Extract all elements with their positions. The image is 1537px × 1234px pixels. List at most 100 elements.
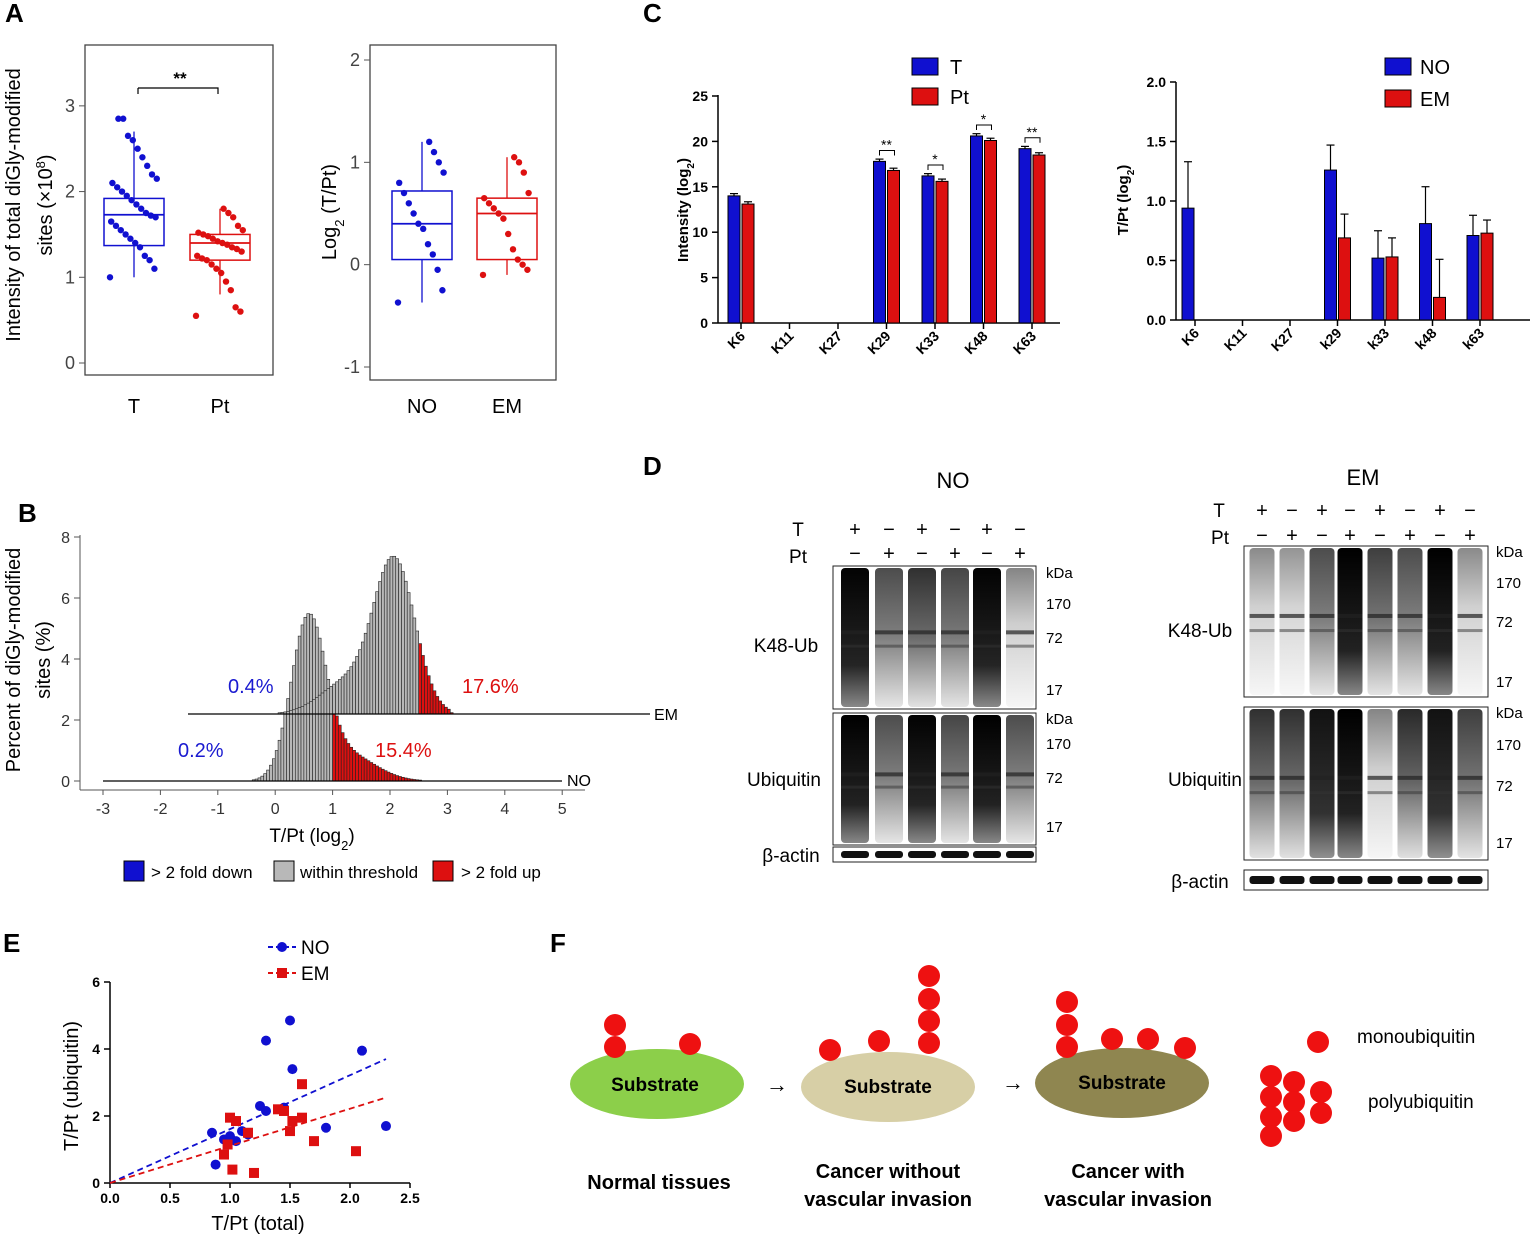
x-tick-label: 4 — [500, 801, 509, 818]
data-point — [439, 287, 446, 294]
y-axis-label: T/Pt (log2) — [1115, 165, 1137, 236]
panel-letter-e: E — [3, 928, 20, 958]
scatter-point-no — [321, 1122, 331, 1133]
band — [1006, 785, 1034, 789]
scatter-point-em — [297, 1079, 307, 1090]
histogram-bar-em — [292, 709, 296, 715]
y-tick-label: 0 — [700, 315, 708, 331]
ubiquitin-dot — [604, 1014, 626, 1036]
x-tick-label: 1 — [328, 801, 337, 818]
histogram-bar-no — [352, 750, 356, 782]
data-point — [128, 196, 135, 204]
histogram-bar-no — [366, 760, 371, 782]
ubiquitin-lane — [875, 715, 903, 843]
histogram-bar-no — [274, 750, 279, 782]
histogram-bar-em — [381, 572, 385, 715]
y-tick-label: 1.5 — [1147, 134, 1167, 150]
y-tick-label: 2 — [350, 50, 360, 70]
panel-a-right-chart: -1 0 1 2 NO EM Log2 (T/Pt) — [319, 44, 557, 418]
ubiquitin-dot — [1260, 1106, 1282, 1128]
em-down-percent: 0.4% — [228, 676, 274, 698]
panel-d-no-blots: NO T Pt +−−++−−++−−+ K48-Ub Ubiquitin β-… — [747, 468, 1073, 867]
histogram-bar-no — [340, 732, 345, 782]
data-point — [514, 256, 521, 263]
data-point — [152, 214, 159, 221]
histogram-bar-no — [303, 616, 308, 782]
data-point — [511, 154, 518, 161]
bar — [1385, 256, 1399, 321]
ubiquitin-dot — [1260, 1065, 1282, 1087]
bar — [1324, 169, 1337, 321]
data-point — [114, 184, 121, 191]
x-tick-label: k33 — [1364, 325, 1392, 353]
y-tick-label: 2.0 — [1147, 74, 1167, 90]
data-point — [479, 271, 487, 279]
scatter-point-em — [279, 1105, 289, 1116]
data-point — [505, 230, 512, 238]
band — [1337, 629, 1363, 633]
band — [1006, 772, 1034, 777]
bar — [1032, 154, 1046, 324]
ubiquitin-lane — [1337, 709, 1363, 858]
band — [875, 644, 903, 648]
panel-letter-f: F — [550, 928, 566, 958]
band — [1457, 613, 1483, 618]
bar — [1433, 296, 1446, 321]
y-tick-label: 0 — [61, 774, 70, 791]
data-point — [232, 304, 239, 311]
histogram-bar-em — [358, 649, 362, 715]
ubiquitin-dot — [918, 1032, 940, 1054]
histogram-bar-no — [260, 775, 265, 782]
ubiquitin-dot — [1307, 1031, 1329, 1053]
k48-lane — [1337, 548, 1363, 695]
y-tick-label: 1 — [350, 152, 360, 172]
bar — [1419, 223, 1432, 321]
histogram-bar-em — [432, 690, 437, 715]
histogram-bar-em — [429, 683, 434, 715]
y-tick-label: 6 — [61, 591, 70, 608]
panel-e-scatter: 0.0 0.5 1.0 1.5 2.0 2.5 0 2 4 6 T/Pt (total) T/Pt… — [61, 938, 420, 1234]
label-k48-ub: K48-Ub — [754, 636, 818, 657]
actin-band — [973, 851, 1001, 858]
scatter-point-em — [222, 1139, 233, 1150]
actin-band — [1006, 851, 1034, 858]
marker-72-2: 72 — [1496, 778, 1513, 795]
histogram-bar-no — [309, 613, 313, 782]
bar — [1018, 148, 1032, 324]
legend-label-em: EM — [1420, 89, 1450, 111]
caption-cancer-without-1: Cancer without — [816, 1161, 961, 1183]
data-point — [394, 299, 402, 306]
histogram-bar-em — [309, 701, 313, 715]
histogram-bar-no — [358, 754, 362, 782]
y-tick-label: 0.5 — [1147, 253, 1167, 269]
marker-kda-2: kDa — [1496, 705, 1523, 722]
lane-sign-t: + — [1434, 500, 1446, 522]
panel-a-left-chart: 0 1 2 3 ** T Pt Intensity of total diGly-mo… — [3, 44, 274, 418]
fit-line — [109, 1058, 387, 1184]
significance-bracket — [137, 87, 219, 94]
k48-lane — [1249, 548, 1275, 695]
actin-band — [1427, 876, 1453, 884]
histogram-bar-no — [338, 724, 342, 782]
band — [1249, 775, 1275, 780]
blot-title-no: NO — [937, 468, 970, 493]
ubiquitin-dot — [868, 1030, 890, 1052]
histogram-bar-no — [343, 738, 348, 782]
lane-sign-t: − — [949, 519, 961, 541]
scatter-point-em — [231, 1116, 241, 1127]
data-point — [237, 308, 244, 315]
lane-sign-pt: − — [849, 543, 861, 565]
data-point — [429, 251, 436, 258]
band — [1337, 775, 1363, 780]
band — [875, 630, 903, 635]
band — [841, 785, 869, 789]
lane-sign-t: + — [981, 519, 993, 541]
band — [1006, 644, 1034, 648]
significance-bracket — [1024, 137, 1041, 143]
x-tick-label: 0.0 — [100, 1190, 120, 1206]
data-point — [134, 145, 141, 152]
significance-label: * — [932, 151, 938, 167]
histogram-bar-no — [360, 756, 365, 782]
band — [1367, 775, 1393, 780]
